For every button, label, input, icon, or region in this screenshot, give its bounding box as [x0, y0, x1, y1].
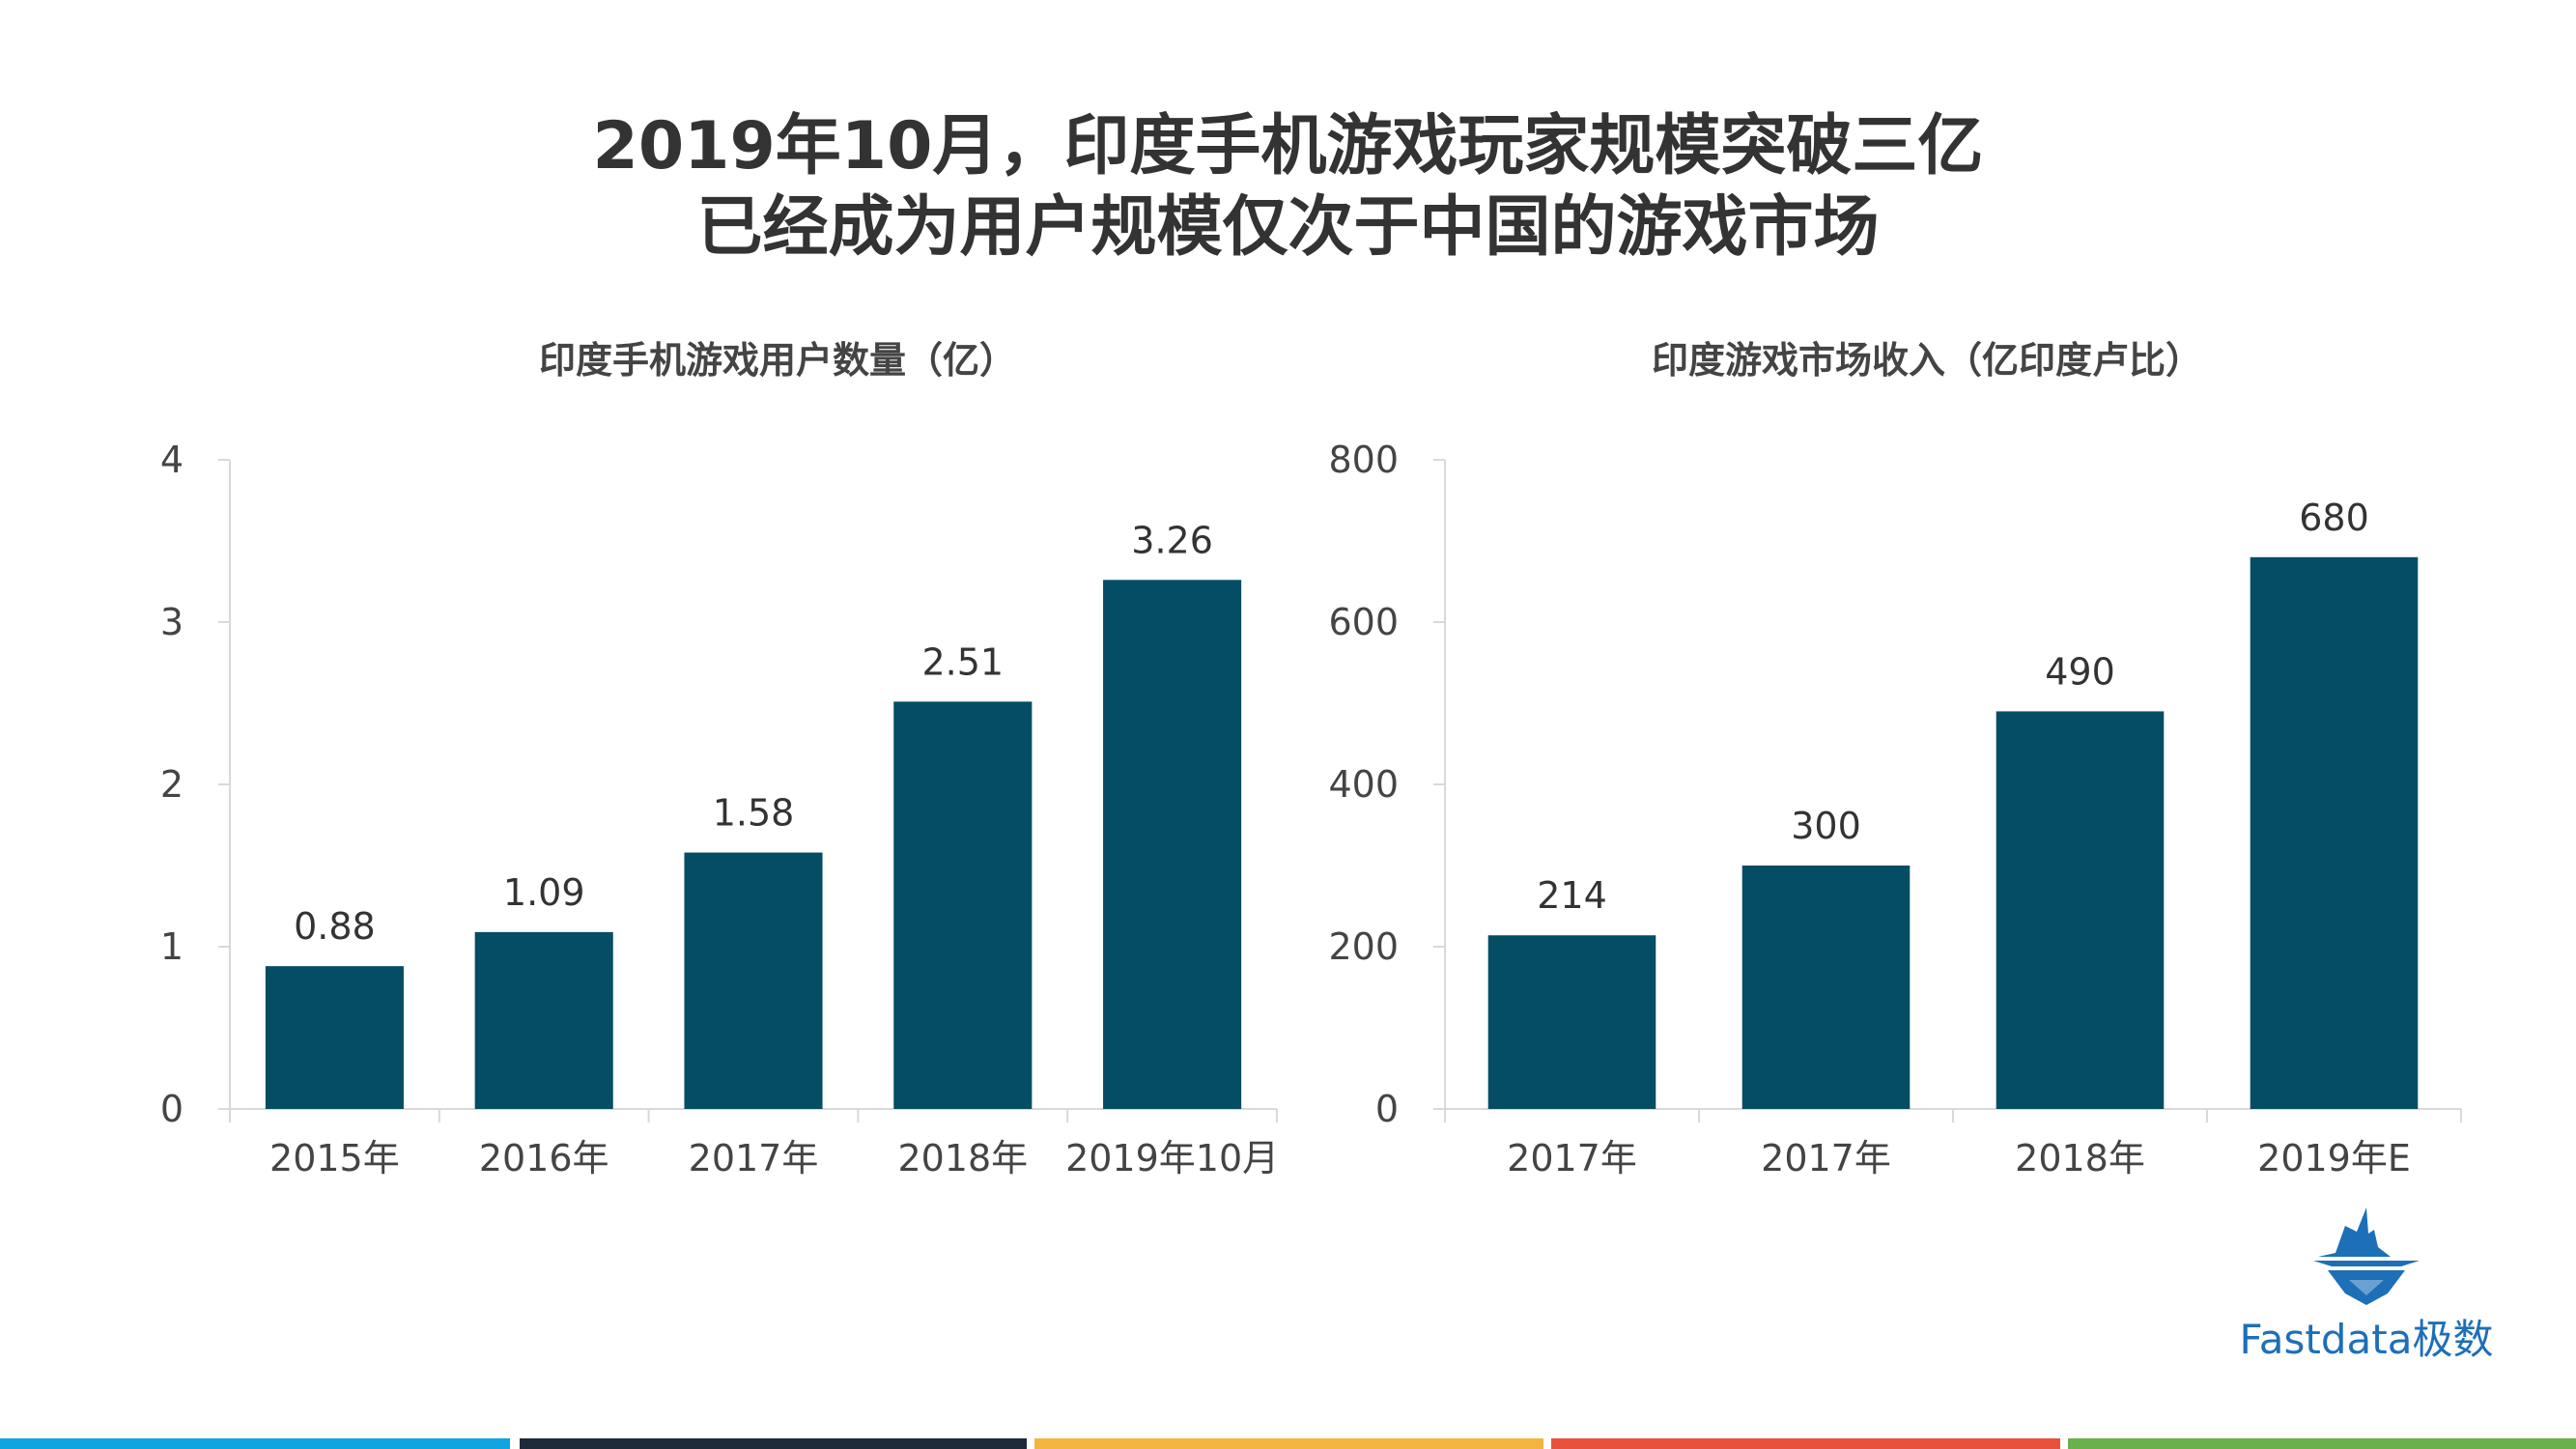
footer-bar-red: [1551, 1438, 2060, 1449]
data-label: 680: [2299, 497, 2369, 539]
y-tick-label: 400: [1328, 763, 1399, 806]
bar: [684, 852, 823, 1109]
y-tick-label: 800: [1328, 439, 1399, 481]
y-tick-label: 3: [160, 601, 184, 643]
bar: [1996, 711, 2165, 1109]
bar: [2250, 556, 2419, 1109]
data-label: 3.26: [1131, 519, 1213, 561]
category-label: 2017年: [1507, 1137, 1637, 1179]
chart-title: 印度游戏市场收入（亿印度卢比）: [1652, 339, 2202, 382]
category-label: 2018年: [2015, 1137, 2145, 1179]
bar: [474, 931, 613, 1109]
footer-bar-navy: [520, 1438, 1027, 1449]
footer-bar-blue: [0, 1438, 510, 1449]
data-label: 1.09: [503, 871, 585, 914]
bar: [893, 701, 1033, 1109]
fastdata-logo: Fastdata极数: [2222, 1203, 2511, 1367]
bar: [265, 966, 404, 1109]
y-tick-label: 1: [160, 925, 184, 968]
y-tick-label: 0: [160, 1088, 184, 1130]
category-label: 2019年10月: [1065, 1137, 1279, 1179]
logo-text: Fastdata极数: [2239, 1316, 2494, 1363]
data-label: 490: [2045, 650, 2115, 693]
category-label: 2018年: [897, 1137, 1028, 1179]
data-label: 0.88: [294, 905, 376, 948]
y-tick-label: 0: [1375, 1088, 1399, 1130]
chart-title: 印度手机游戏用户数量（亿）: [539, 339, 1016, 382]
y-tick-label: 200: [1328, 925, 1399, 968]
page-title: 2019年10月，印度手机游戏玩家规模突破三亿 已经成为用户规模仅次于中国的游戏…: [0, 106, 2576, 269]
data-label: 214: [1537, 874, 1607, 917]
bar: [1487, 935, 1656, 1109]
bar: [1103, 580, 1242, 1109]
page-title-line-2: 已经成为用户规模仅次于中国的游戏市场: [696, 189, 1880, 266]
data-label: 300: [1791, 805, 1861, 847]
page-title-line-1: 2019年10月，印度手机游戏玩家规模突破三亿: [592, 108, 1984, 185]
category-label: 2015年: [269, 1137, 400, 1179]
data-label: 2.51: [921, 640, 1004, 683]
y-tick-label: 2: [160, 763, 184, 806]
y-tick-label: 600: [1328, 601, 1399, 643]
data-label: 1.58: [713, 792, 795, 835]
y-tick-label: 4: [160, 439, 184, 481]
category-label: 2017年: [689, 1137, 819, 1179]
footer-bar-yellow: [1034, 1438, 1543, 1449]
category-label: 2017年: [1761, 1137, 1891, 1179]
footer-bar-green: [2068, 1438, 2576, 1449]
category-label: 2019年E: [2257, 1137, 2411, 1179]
bar: [1741, 866, 1911, 1109]
category-label: 2016年: [479, 1137, 609, 1179]
iceberg-icon: [2313, 1208, 2420, 1305]
